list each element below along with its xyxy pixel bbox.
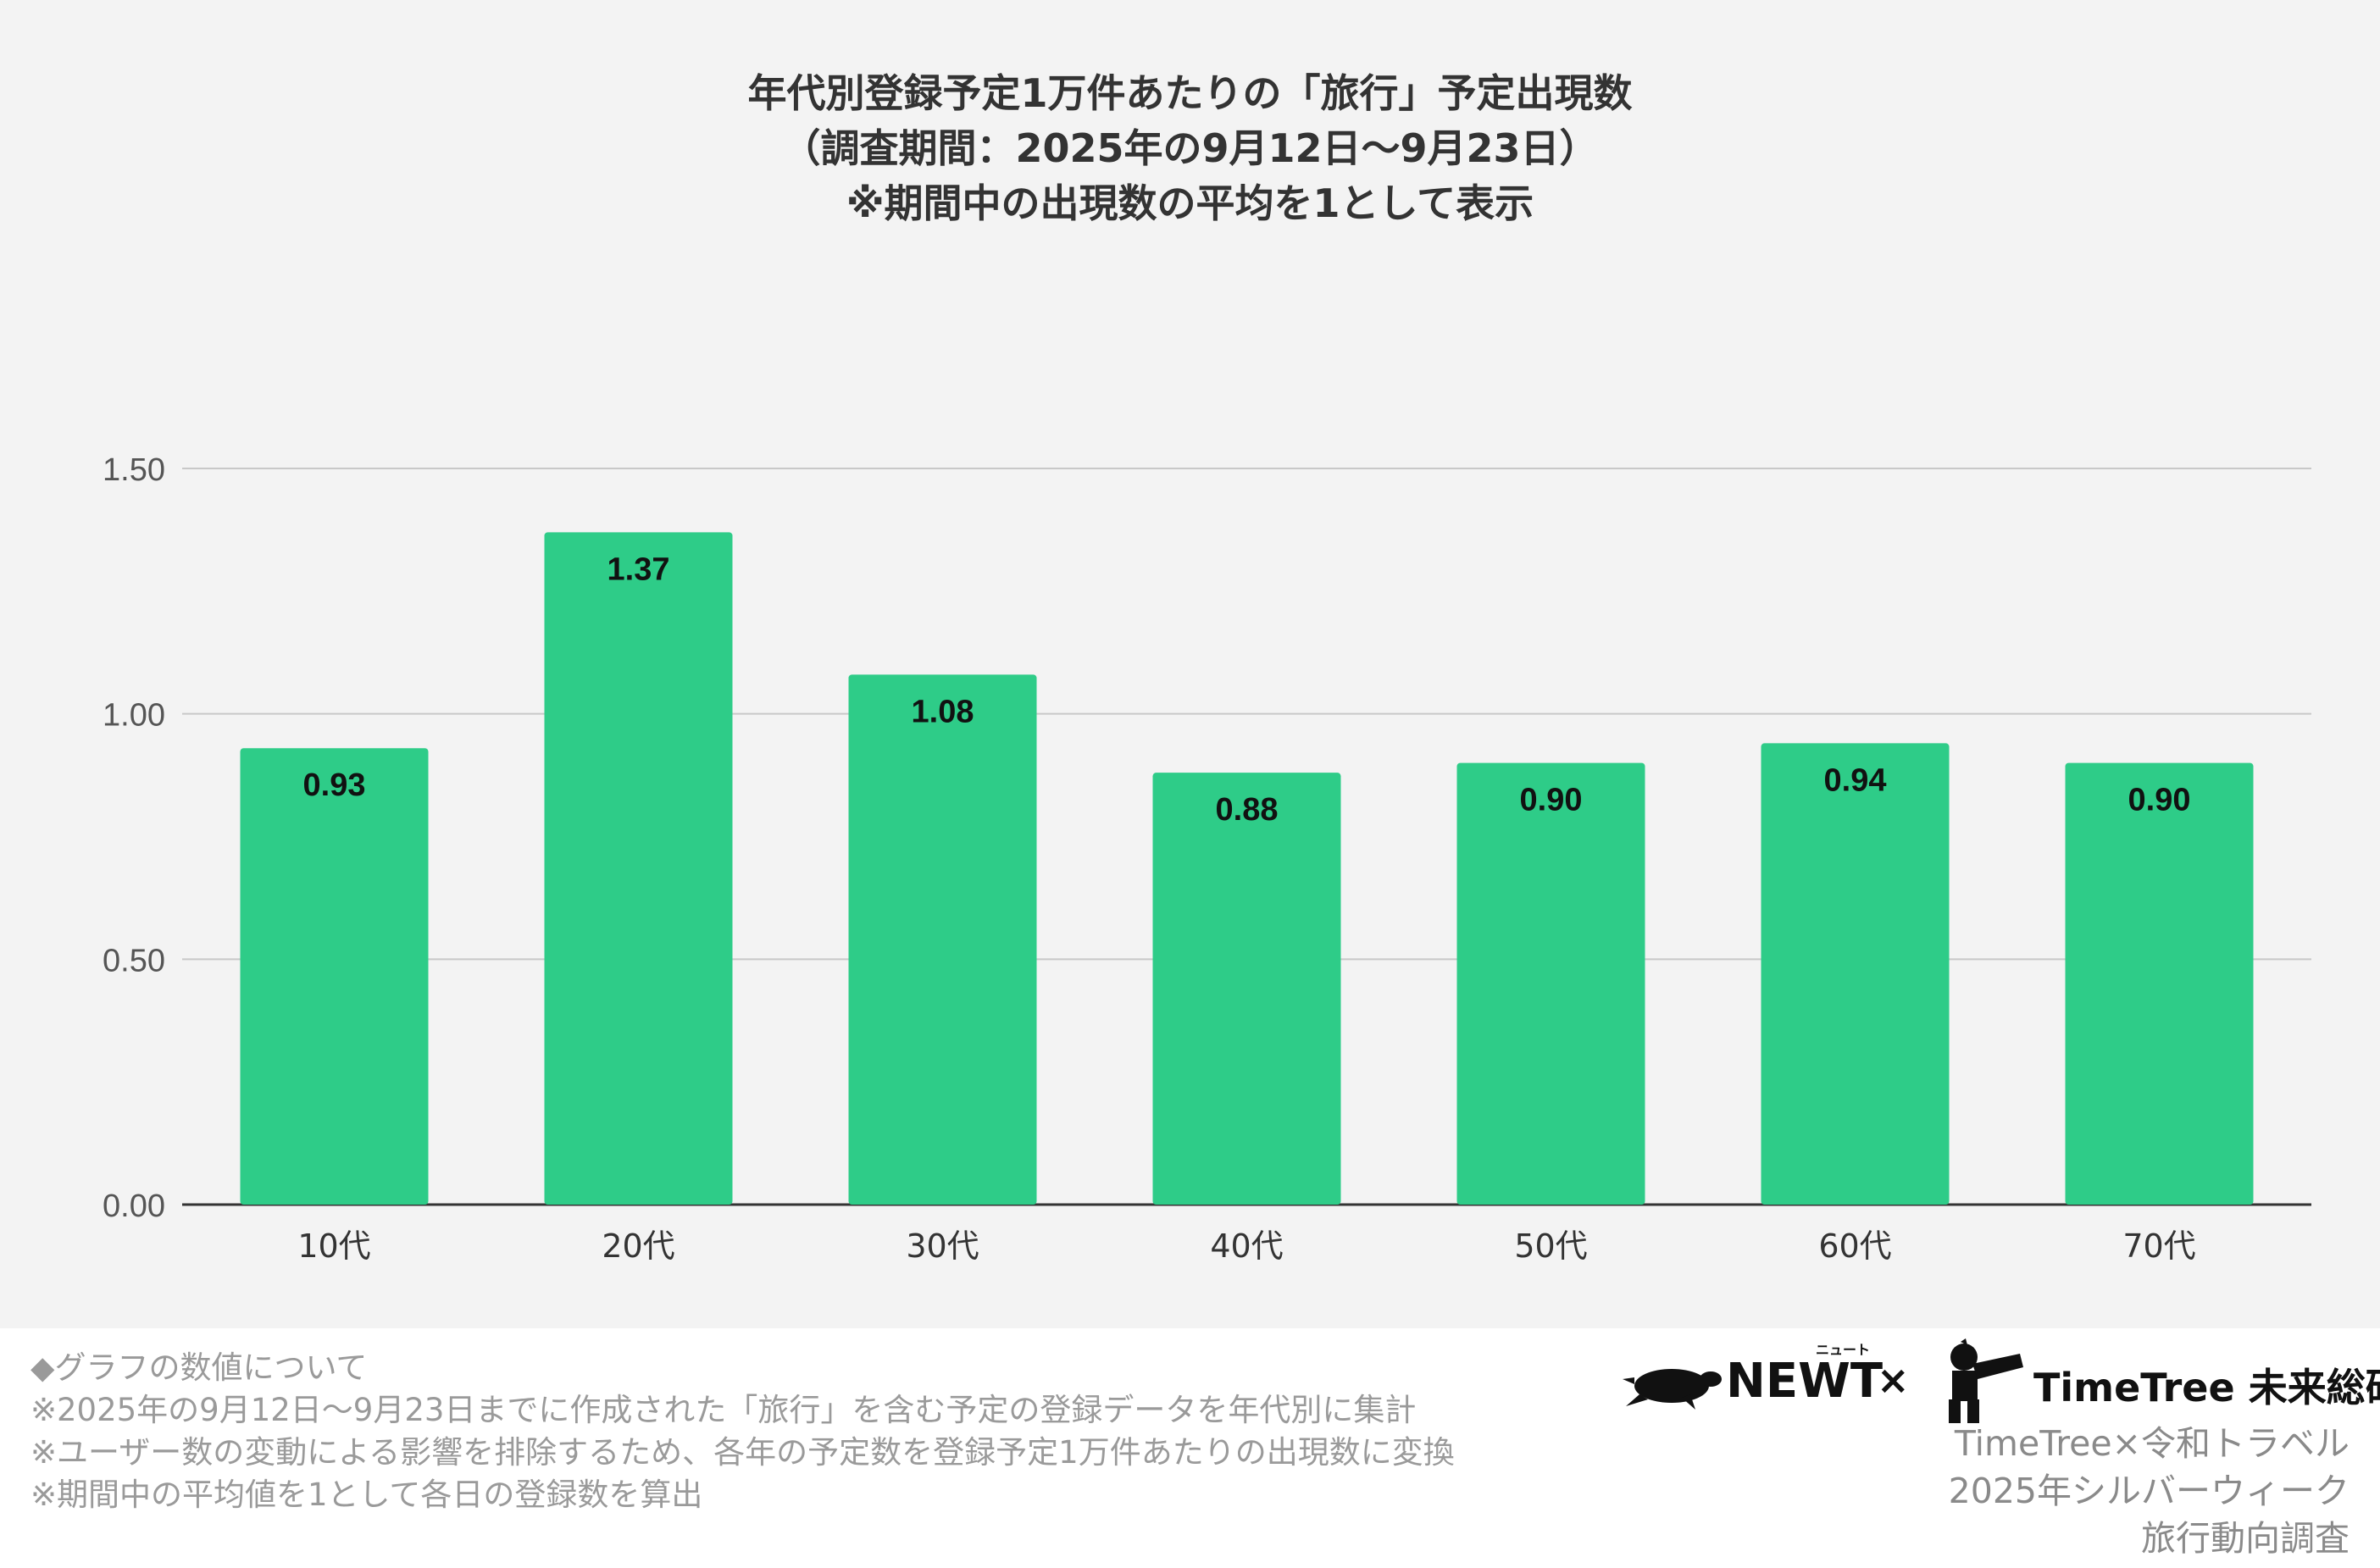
x-tick-label: 20代	[602, 1227, 674, 1265]
data-label: 1.08	[912, 694, 974, 729]
newt-kana: ニュート	[1816, 1342, 1871, 1358]
x-tick-label: 70代	[2122, 1227, 2195, 1265]
y-tick-label: 0.00	[103, 1188, 165, 1224]
credit-line-2: 2025年シルバーウィーク	[1948, 1471, 2349, 1511]
bar	[2065, 762, 2254, 1205]
chart-title-line-2: （調査期間：2025年の9月12日〜9月23日）	[781, 125, 1599, 171]
x-tick-label: 50代	[1514, 1227, 1587, 1265]
x-tick-label: 40代	[1210, 1227, 1283, 1265]
note-line-3: ※期間中の平均値を1として各日の登録数を算出	[31, 1477, 703, 1513]
chart-title-line-3: ※期間中の出現数の平均を1として表示	[846, 180, 1534, 226]
x-tick-label: 30代	[906, 1227, 979, 1265]
y-tick-label: 1.50	[103, 452, 165, 488]
bar	[1152, 773, 1341, 1205]
data-label: 0.94	[1824, 762, 1887, 798]
times-sign: ×	[1877, 1357, 1910, 1403]
y-tick-label: 1.00	[103, 698, 165, 734]
note-line-2: ※ユーザー数の変動による影響を排除するため、各年の予定数を登録予定1万件あたりの…	[31, 1434, 1455, 1471]
note-line-1: ※2025年の9月12日〜9月23日までに作成された「旅行」を含む予定の登録デー…	[31, 1392, 1417, 1428]
data-label: 0.90	[2128, 783, 2191, 818]
telescope-person-icon	[1949, 1338, 2023, 1423]
credit-line-1: TimeTree×令和トラベル	[1954, 1423, 2349, 1464]
bar	[848, 674, 1037, 1205]
chart-title-line-1: 年代別登録予定1万件あたりの「旅行」予定出現数	[747, 70, 1633, 116]
y-tick-label: 0.50	[103, 943, 165, 978]
bar	[1456, 762, 1645, 1205]
data-label: 0.93	[303, 767, 366, 803]
timetree-logo-text: TimeTree 未来総研	[2033, 1365, 2380, 1410]
credit-line-3: 旅行動向調査	[2141, 1518, 2349, 1559]
bar	[1761, 743, 1950, 1205]
turtle-icon	[1623, 1369, 1722, 1410]
logo-row: NEWT ニュート × TimeTree 未来総研	[1623, 1338, 2380, 1423]
chart-panel: 年代別登録予定1万件あたりの「旅行」予定出現数 （調査期間：2025年の9月12…	[0, 0, 2380, 1328]
x-tick-label: 60代	[1818, 1227, 1891, 1265]
data-label: 1.37	[607, 551, 670, 587]
bar	[240, 748, 429, 1205]
data-label: 0.88	[1216, 792, 1279, 828]
x-tick-label: 10代	[297, 1227, 370, 1265]
newt-logo-text: NEWT	[1726, 1354, 1883, 1409]
bar	[544, 532, 733, 1205]
data-label: 0.90	[1520, 783, 1583, 818]
note-heading: ◆グラフの数値について	[31, 1349, 368, 1386]
bar-chart: 0.00 0.50 1.00 1.50 0.93 10代 1.37 20代 1.08 30代 0.8…	[103, 452, 2311, 1265]
